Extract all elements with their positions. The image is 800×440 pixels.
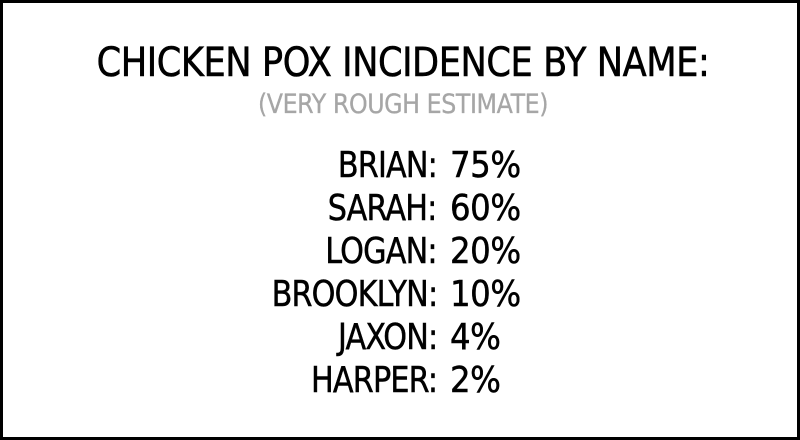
name-label: SARAH: [328, 188, 438, 230]
list-item: BROOKLYN: 10% [3, 273, 800, 316]
panel-title: CHICKEN POX INCIDENCE BY NAME: [96, 40, 710, 86]
incidence-value: 4% [450, 317, 501, 359]
name-incidence-list: BRIAN: 75% SARAH: 60% LOGAN: 20% BROOKLY… [3, 144, 800, 402]
name-label: BRIAN: [337, 145, 438, 187]
incidence-value: 20% [450, 231, 522, 273]
incidence-value: 75% [450, 145, 522, 187]
name-label: JAXON: [337, 317, 438, 359]
incidence-value: 10% [450, 274, 522, 316]
list-item: LOGAN: 20% [3, 230, 800, 273]
list-item: JAXON: 4% [3, 316, 800, 359]
name-label: LOGAN: [325, 231, 438, 273]
incidence-value: 60% [450, 188, 522, 230]
panel-subtitle: (VERY ROUGH ESTIMATE) [257, 89, 549, 120]
list-item: SARAH: 60% [3, 187, 800, 230]
list-item: HARPER: 2% [3, 359, 800, 402]
list-item: BRIAN: 75% [3, 144, 800, 187]
name-label: HARPER: [310, 360, 438, 402]
incidence-value: 2% [450, 360, 501, 402]
name-label: BROOKLYN: [271, 274, 438, 316]
